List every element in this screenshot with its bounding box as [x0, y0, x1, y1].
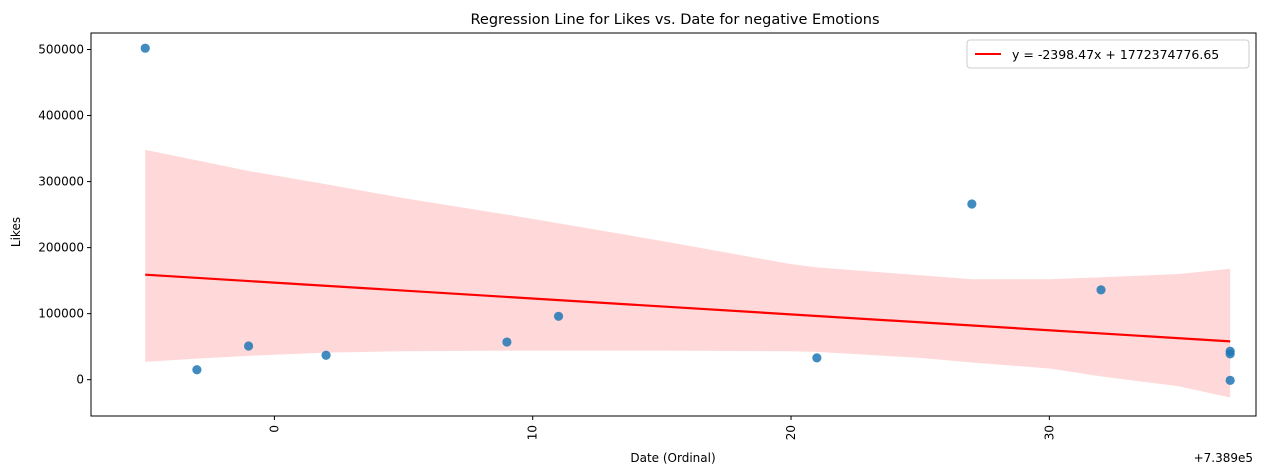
data-point-6	[812, 353, 822, 363]
plot-area	[140, 43, 1235, 398]
data-point-4	[502, 337, 512, 347]
y-axis-ticks: 0 100000 200000 300000 400000 500000	[38, 43, 91, 387]
x-axis-label: Date (Ordinal)	[630, 451, 715, 465]
data-point-10	[1225, 349, 1235, 359]
x-tick-label-3: 30	[1042, 425, 1056, 440]
confidence-band	[145, 149, 1231, 398]
scatter-points	[140, 43, 1235, 385]
y-tick-label-4: 400000	[38, 109, 84, 123]
x-tick-label-0: 0	[267, 425, 281, 433]
x-offset-label: +7.389e5	[1194, 451, 1253, 465]
data-point-8	[1096, 285, 1106, 295]
data-point-1	[192, 365, 202, 375]
data-point-5	[553, 311, 564, 321]
data-point-7	[967, 199, 977, 209]
chart-title: Regression Line for Likes vs. Date for n…	[470, 12, 879, 28]
data-point-11	[1225, 375, 1235, 385]
data-point-0	[140, 43, 150, 53]
regression-line	[145, 273, 1231, 343]
x-axis-ticks: 0 10 20 30	[267, 416, 1056, 440]
plot-frame	[90, 32, 1257, 417]
legend: y = -2398.47x + 1772374776.65	[966, 39, 1250, 69]
y-tick-label-5: 500000	[38, 43, 84, 57]
y-tick-label-2: 200000	[38, 241, 84, 255]
y-tick-label-3: 300000	[38, 175, 84, 189]
x-tick-label-1: 10	[526, 425, 540, 440]
x-tick-label-2: 20	[784, 425, 798, 440]
legend-box	[966, 39, 1250, 69]
y-axis-label: Likes	[9, 217, 23, 247]
data-point-3	[321, 350, 331, 360]
legend-label: y = -2398.47x + 1772374776.65	[1012, 47, 1219, 62]
y-tick-label-0: 0	[76, 373, 84, 387]
data-point-2	[243, 341, 254, 351]
y-tick-label-1: 100000	[38, 307, 84, 321]
